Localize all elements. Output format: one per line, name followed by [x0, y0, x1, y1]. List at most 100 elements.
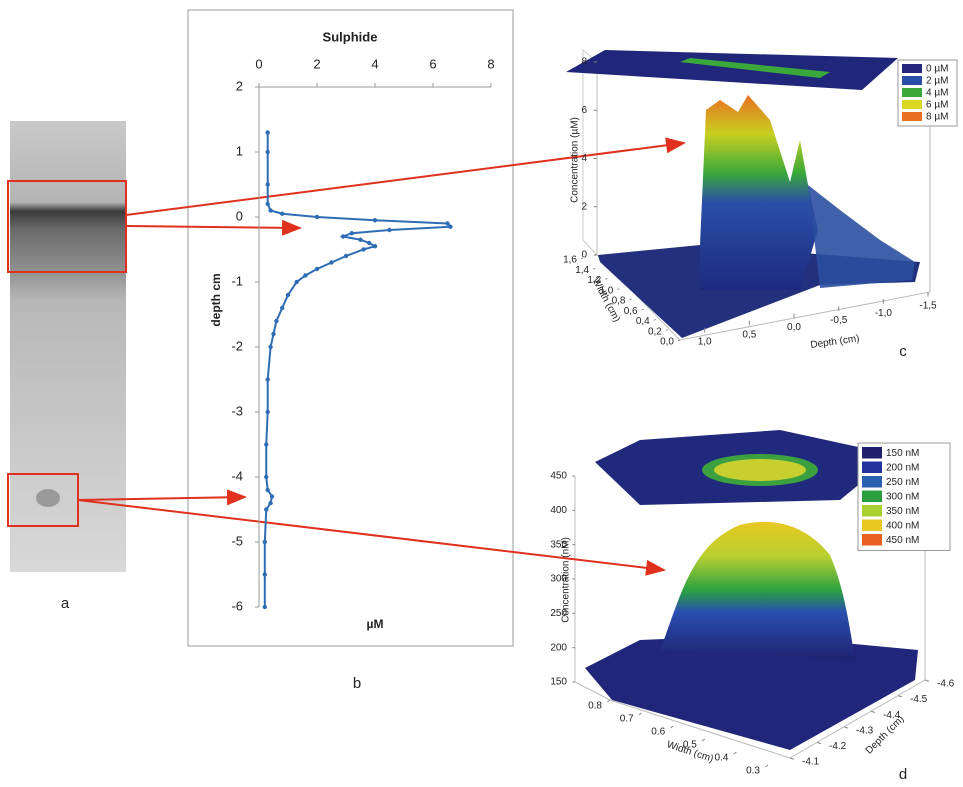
data-point	[264, 475, 268, 479]
legend-label: 6 µM	[926, 100, 948, 111]
axis-label: Concentration (nM)	[561, 537, 572, 623]
chart-frame	[188, 10, 513, 646]
legend-swatch	[902, 64, 922, 73]
data-point	[303, 273, 307, 277]
y-tick-label: -1	[231, 273, 243, 288]
axis-label: Concentration (µM)	[570, 117, 581, 203]
tick	[666, 330, 668, 331]
data-point	[367, 241, 371, 245]
tick	[671, 726, 674, 728]
legend-label: 400 nM	[886, 520, 919, 531]
data-point	[266, 377, 270, 381]
data-point	[361, 247, 365, 251]
data-point	[344, 254, 348, 258]
axis-label: Depth (cm)	[810, 333, 861, 351]
tick-label: 150	[550, 677, 567, 688]
tick-label: 1,0	[698, 336, 712, 347]
legend-swatch	[862, 520, 882, 532]
tick	[817, 742, 821, 743]
tick-label: 4	[581, 153, 587, 164]
tick-label: 0.7	[620, 714, 634, 725]
y-tick-label: -5	[231, 533, 243, 548]
data-point	[270, 494, 274, 498]
data-point	[266, 150, 270, 154]
legend-label: 8 µM	[926, 112, 948, 123]
tick-label: 200	[550, 642, 567, 653]
tick-label: 0,2	[648, 326, 662, 337]
x-tick-label: 6	[429, 56, 436, 71]
data-point	[266, 410, 270, 414]
y-tick-label: 1	[236, 143, 243, 158]
data-point	[286, 293, 290, 297]
data-point	[280, 212, 284, 216]
y-tick-label: 2	[236, 78, 243, 93]
data-point	[341, 234, 345, 238]
data-point	[274, 319, 278, 323]
data-point	[387, 228, 391, 232]
tick	[702, 739, 705, 741]
surface-projection	[566, 50, 898, 90]
y-tick-label: -3	[231, 403, 243, 418]
y-tick-label: -4	[231, 468, 243, 483]
tick-label: -0,5	[830, 315, 848, 326]
tick	[898, 696, 902, 697]
data-point	[266, 488, 270, 492]
tick-label: 8	[581, 57, 587, 68]
panel-label: c	[899, 343, 907, 360]
y-tick-label: -6	[231, 598, 243, 613]
data-point	[350, 231, 354, 235]
legend-swatch	[862, 447, 882, 459]
tick-label: 0.6	[651, 727, 665, 738]
tick-label: -4.5	[910, 694, 928, 705]
tick	[678, 340, 680, 341]
data-point	[280, 306, 284, 310]
tick-label: 450	[550, 471, 567, 482]
surface-peak	[700, 95, 818, 290]
legend-swatch	[862, 476, 882, 488]
tick-label: -4.3	[856, 725, 874, 736]
tick	[871, 711, 875, 712]
tick-label: 6	[581, 105, 587, 116]
data-point	[264, 507, 268, 511]
legend-label: 450 nM	[886, 535, 919, 546]
y-tick-label: 0	[236, 208, 243, 223]
tick-label: 1,4	[575, 265, 589, 276]
tick-label: 0,6	[624, 306, 638, 317]
tick-label: 0.8	[588, 701, 602, 712]
tick-label: 0	[581, 250, 587, 261]
tick-label: 0.4	[714, 753, 728, 764]
tick	[607, 700, 610, 702]
surface-tail	[808, 185, 915, 288]
legend-swatch	[862, 505, 882, 517]
tick-label: -1,0	[875, 308, 893, 319]
tick-label: 0,4	[636, 316, 650, 327]
legend-swatch	[862, 491, 882, 503]
tick	[654, 320, 656, 321]
tick-label: 1,6	[563, 255, 577, 266]
data-point	[268, 345, 272, 349]
data-point	[263, 540, 267, 544]
figure: a b Sulphide µM depth cm c d 02468-6-5-4…	[0, 0, 963, 787]
legend-swatch	[902, 112, 922, 121]
data-point	[271, 332, 275, 336]
legend-label: 250 nM	[886, 477, 919, 488]
data-point	[329, 260, 333, 264]
tick	[617, 289, 619, 290]
data-point	[264, 442, 268, 446]
legend-label: 2 µM	[926, 76, 948, 87]
panel-label: b	[353, 675, 361, 692]
tick-label: 0,5	[742, 329, 756, 340]
data-point	[448, 225, 452, 229]
data-point	[358, 238, 362, 242]
x-tick-label: 0	[255, 56, 262, 71]
x-axis-label: µM	[367, 617, 384, 631]
tick	[765, 765, 768, 767]
tick	[925, 680, 929, 681]
data-point	[266, 202, 270, 206]
data-point	[295, 280, 299, 284]
data-point	[315, 215, 319, 219]
legend-swatch	[862, 534, 882, 546]
tick	[844, 727, 848, 728]
data-point	[268, 501, 272, 505]
tick-label: 0.3	[746, 766, 760, 777]
